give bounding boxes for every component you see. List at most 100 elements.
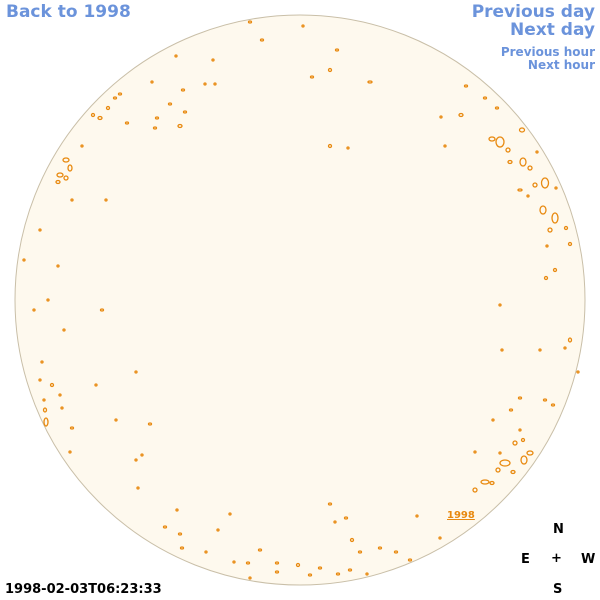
contour-mark	[567, 241, 573, 247]
contour-mark	[567, 337, 573, 343]
contour-mark	[499, 459, 511, 467]
contour-mark	[518, 428, 522, 432]
contour-mark	[472, 487, 478, 493]
contour-mark	[211, 58, 215, 62]
contour-mark	[507, 159, 513, 165]
contour-mark	[307, 573, 313, 577]
contour-mark	[520, 437, 526, 443]
contour-mark	[177, 123, 183, 129]
compass-east-label: E	[521, 552, 530, 567]
contour-mark	[327, 502, 333, 506]
contour-mark	[134, 458, 138, 462]
contour-mark	[32, 308, 36, 312]
contour-mark	[463, 84, 469, 88]
contour-mark	[407, 558, 413, 562]
contour-mark	[367, 80, 373, 84]
contour-mark	[393, 550, 399, 554]
contour-mark	[518, 127, 526, 133]
contour-mark	[473, 450, 477, 454]
contour-mark	[62, 157, 70, 163]
contour-mark	[526, 194, 530, 198]
contour-mark	[70, 198, 74, 202]
contour-mark	[335, 572, 341, 576]
contour-mark	[563, 346, 567, 350]
contour-mark	[539, 205, 547, 215]
contour-mark	[134, 370, 138, 374]
contour-mark	[140, 453, 144, 457]
contour-mark	[182, 110, 188, 114]
compass-south-label: S	[553, 582, 563, 597]
next-hour-link[interactable]: Next hour	[527, 58, 595, 72]
contour-mark	[154, 116, 160, 120]
contour-mark	[67, 164, 73, 172]
contour-mark	[90, 112, 96, 118]
next-day-link[interactable]: Next day	[510, 20, 595, 40]
contour-mark	[554, 186, 558, 190]
previous-hour-link[interactable]: Previous hour	[500, 45, 595, 59]
observation-timestamp: 1998-02-03T06:23:33	[5, 582, 162, 597]
contour-mark	[180, 88, 186, 92]
contour-mark	[114, 418, 118, 422]
contour-mark	[545, 244, 549, 248]
contour-mark	[162, 525, 168, 529]
contour-mark	[150, 80, 154, 84]
contour-mark	[232, 560, 236, 564]
contour-mark	[327, 143, 333, 149]
contour-mark	[152, 126, 158, 130]
contour-mark	[512, 440, 518, 446]
contour-mark	[228, 512, 232, 516]
contour-mark	[301, 24, 305, 28]
contour-mark	[174, 54, 178, 58]
contour-mark	[495, 136, 505, 148]
compass-west-label: W	[581, 552, 596, 567]
contour-mark	[167, 102, 173, 106]
contour-mark	[22, 258, 26, 262]
contour-mark	[42, 407, 48, 413]
solar-disk	[14, 14, 586, 586]
contour-mark	[480, 479, 490, 485]
contour-mark	[38, 228, 42, 232]
back-to-year-link[interactable]: Back to 1998	[6, 2, 131, 22]
contour-mark	[510, 469, 516, 475]
contour-mark	[97, 115, 103, 121]
contour-mark	[535, 150, 539, 154]
contour-mark	[343, 516, 349, 520]
contour-mark	[552, 267, 558, 273]
contour-mark	[458, 112, 464, 118]
contour-mark	[55, 179, 61, 185]
previous-day-link[interactable]: Previous day	[471, 2, 595, 22]
contour-mark	[519, 157, 527, 167]
contour-mark	[136, 486, 140, 490]
contour-mark	[203, 82, 207, 86]
contour-mark	[333, 520, 337, 524]
magnetic-contours	[22, 20, 580, 580]
contour-mark	[213, 82, 217, 86]
contour-mark	[517, 396, 523, 400]
contour-mark	[124, 121, 130, 125]
year-link[interactable]: 1998	[447, 510, 475, 521]
contour-mark	[295, 562, 301, 568]
contour-mark	[505, 147, 511, 153]
contour-mark	[248, 576, 252, 580]
contour-mark	[117, 92, 123, 96]
contour-mark	[532, 182, 538, 188]
contour-mark	[347, 568, 353, 572]
contour-mark	[259, 38, 265, 42]
contour-mark	[550, 403, 556, 407]
contour-mark	[489, 480, 495, 486]
contour-mark	[204, 550, 208, 554]
contour-mark	[99, 308, 105, 312]
contour-mark	[58, 393, 62, 397]
contour-mark	[527, 165, 533, 171]
contour-mark	[517, 188, 523, 192]
contour-mark	[498, 303, 502, 307]
contour-mark	[69, 426, 75, 430]
compass-north-label: N	[553, 522, 564, 537]
contour-mark	[443, 144, 447, 148]
contour-mark	[327, 67, 333, 73]
contour-mark	[377, 546, 383, 550]
contour-mark	[68, 450, 72, 454]
contour-mark	[543, 275, 549, 281]
contour-mark	[494, 106, 500, 110]
